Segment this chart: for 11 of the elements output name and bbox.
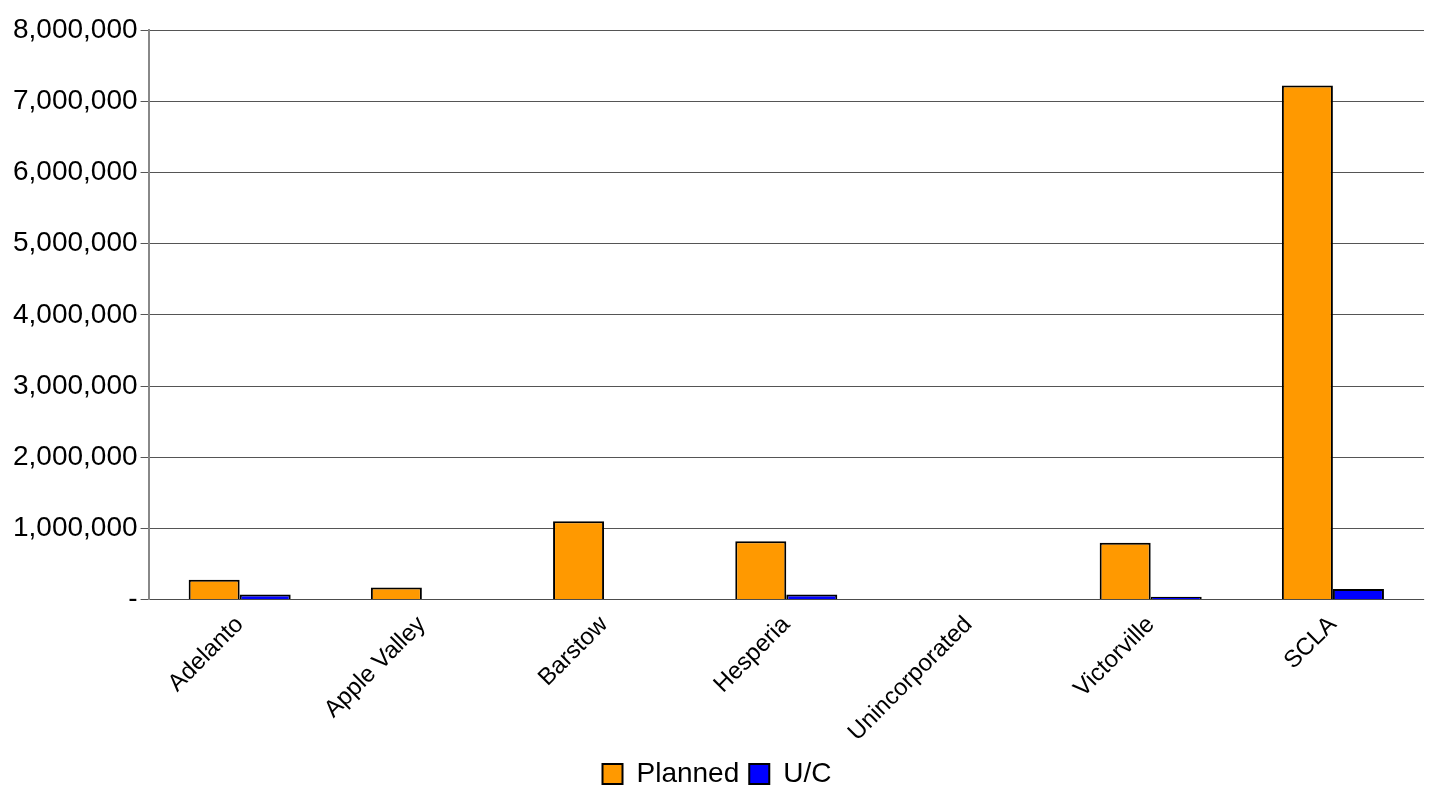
y-tick-label: - (128, 582, 138, 614)
y-tick-label: 7,000,000 (12, 83, 138, 115)
y-tick-label: 5,000,000 (12, 226, 138, 258)
y-tick-label: 8,000,000 (12, 12, 138, 44)
y-tick-label: 6,000,000 (12, 155, 138, 187)
y-tick-label: 3,000,000 (12, 368, 138, 400)
y-tick-label: 4,000,000 (12, 297, 138, 329)
y-tick-label: 2,000,000 (12, 439, 138, 471)
legend-label: Planned (636, 756, 740, 788)
legend-label: U/C (783, 756, 832, 788)
y-tick-label: 1,000,000 (12, 511, 138, 543)
